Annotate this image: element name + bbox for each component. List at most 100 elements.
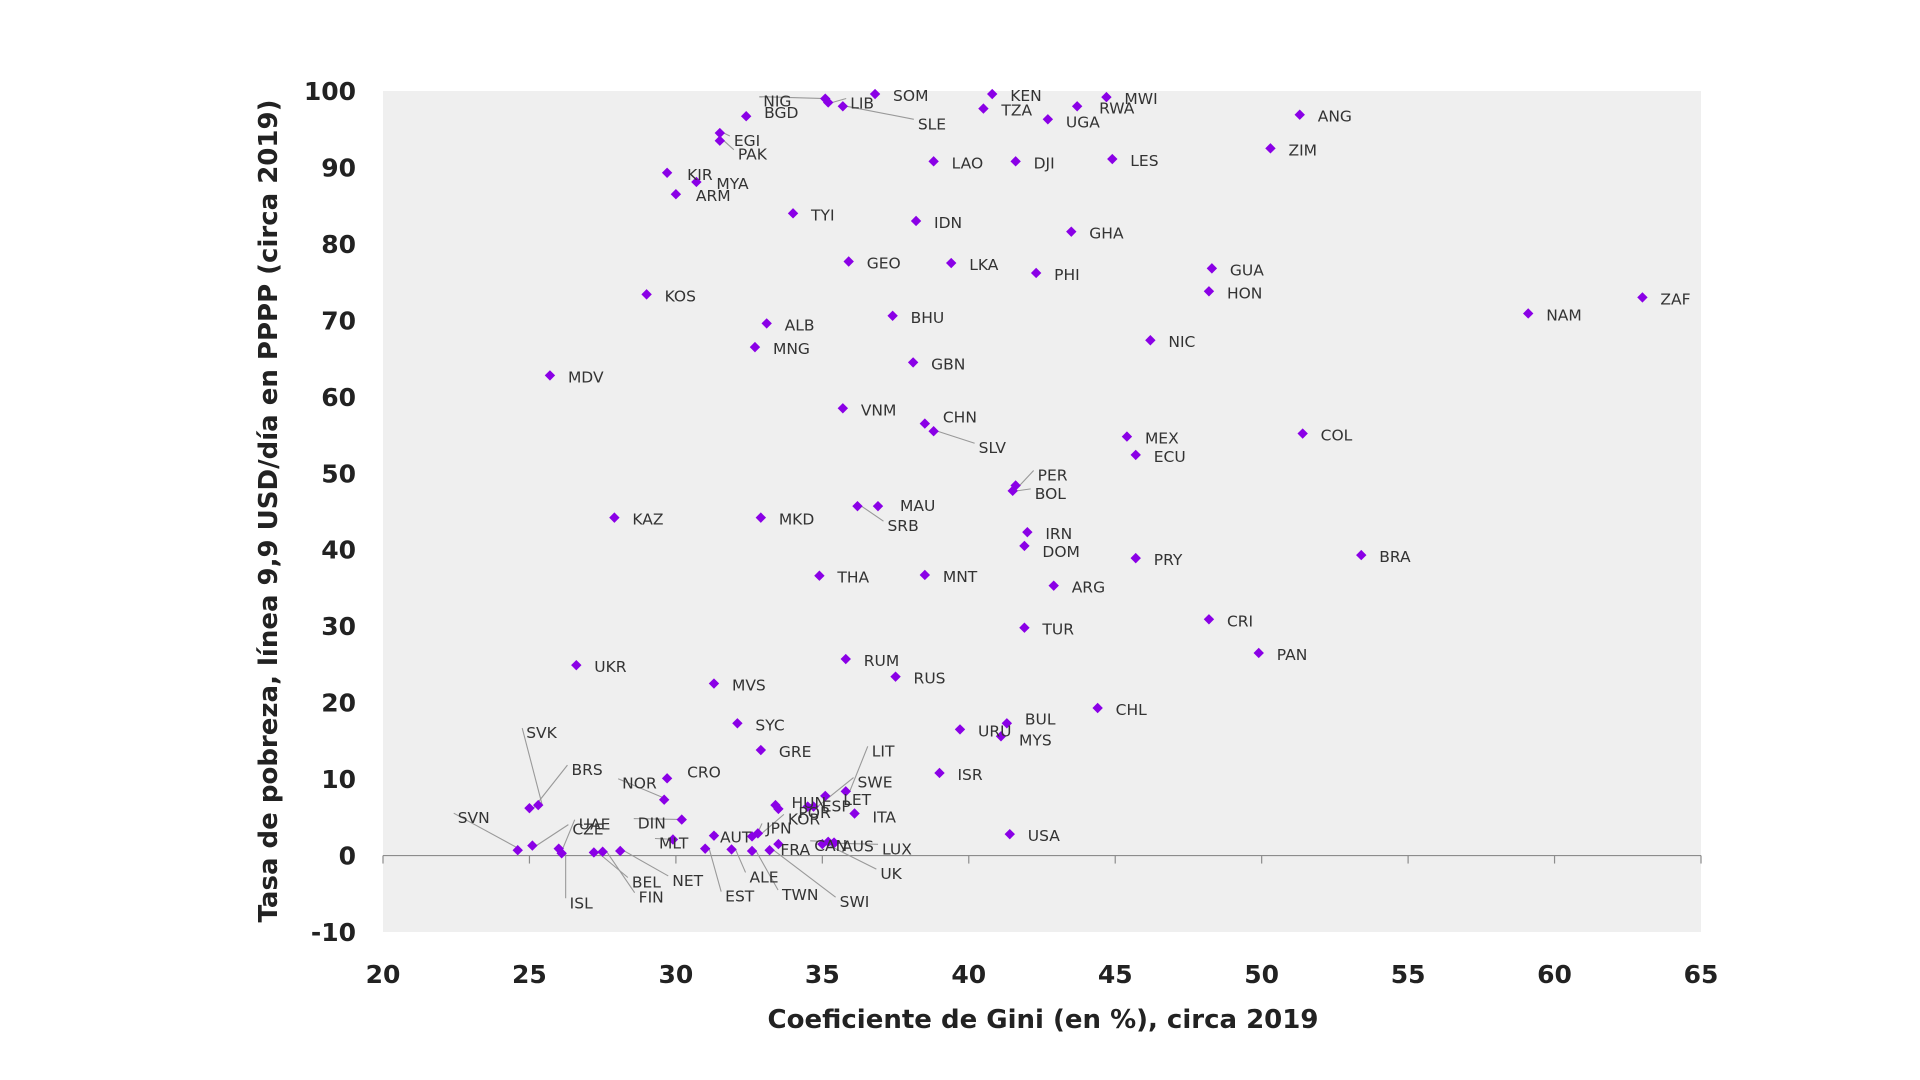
data-label-mvs: MVS (732, 677, 766, 695)
data-label-bol: BOL (1035, 485, 1067, 503)
data-label-ukr: UKR (594, 658, 627, 676)
y-tick-label: 90 (321, 153, 356, 182)
data-point-swi (764, 844, 775, 856)
data-point-ken (987, 88, 998, 100)
data-label-swi: SWI (840, 893, 870, 911)
data-label-irn: IRN (1045, 525, 1072, 543)
data-label-isl: ISL (570, 894, 593, 912)
leader-line-twn (755, 850, 779, 891)
data-label-bra: BRA (1379, 548, 1411, 566)
leader-line-srb (861, 505, 884, 522)
data-point-bra (1356, 549, 1367, 561)
data-point-chl (1092, 702, 1103, 714)
data-point-syc (732, 718, 743, 729)
data-point-dom (1019, 540, 1030, 552)
data-label-net: NET (672, 872, 703, 890)
y-tick-label: 80 (321, 230, 356, 259)
data-point-lit (840, 786, 851, 797)
y-axis: -10 0 10 20 30 40 50 60 70 80 90 100 (304, 77, 1701, 947)
leader-line-uk (826, 843, 877, 870)
data-point-mlt (667, 834, 679, 845)
data-label-lux: LUX (882, 840, 912, 858)
data-point-net (615, 845, 626, 857)
data-label-mau: MAU (900, 497, 935, 515)
leader-line-svk (521, 727, 543, 806)
data-point-tza (978, 103, 989, 114)
data-label-lib: LIB (850, 94, 874, 112)
data-label-gua: GUA (1230, 261, 1264, 279)
data-point-mng (749, 341, 761, 353)
data-label-jpn: JPN (765, 819, 792, 837)
data-point-isr (934, 767, 945, 779)
y-tick-label: 20 (321, 689, 356, 718)
data-label-idn: IDN (934, 214, 962, 232)
leader-line-egi (723, 132, 731, 137)
data-label-arg: ARG (1072, 579, 1105, 597)
data-point-mwi (1101, 91, 1112, 103)
data-label-dji: DJI (1034, 154, 1055, 172)
data-label-bgd: BGD (764, 104, 798, 122)
data-label-rum: RUM (864, 652, 900, 670)
data-point-irn (1022, 526, 1033, 538)
data-point-lib (822, 97, 834, 108)
data-point-mau (872, 500, 884, 512)
data-point-ale (726, 844, 737, 855)
data-point-gua (1206, 263, 1218, 274)
data-point-ecu (1130, 449, 1141, 461)
data-point-kir (661, 167, 673, 179)
data-label-mng: MNG (773, 340, 810, 358)
data-label-est: EST (725, 888, 755, 906)
data-label-svk: SVK (526, 724, 557, 742)
data-point-mys (995, 731, 1007, 742)
data-point-slv (928, 426, 939, 437)
data-label-bul: BUL (1025, 710, 1056, 728)
data-point-cro (661, 773, 673, 784)
data-label-aus: AUS (842, 838, 874, 856)
data-label-mnt: MNT (943, 568, 978, 586)
data-point-ang (1294, 109, 1305, 120)
data-label-col: COL (1321, 427, 1353, 445)
data-label-ecu: ECU (1154, 448, 1186, 466)
data-point-som (869, 88, 881, 100)
data-point-tyi (787, 208, 799, 219)
data-label-pry: PRY (1154, 551, 1183, 569)
data-label-swe: SWE (858, 774, 893, 792)
data-label-por: POR (798, 804, 831, 822)
data-point-pan (1253, 647, 1264, 659)
data-point-vnm (837, 403, 849, 414)
data-label-hun: HUN (791, 794, 826, 812)
data-point-rum (840, 653, 851, 665)
data-label-zim: ZIM (1288, 141, 1317, 159)
plot-area (383, 91, 1701, 932)
data-point-lux (828, 838, 840, 849)
data-point-kaz (609, 512, 620, 523)
data-label-som: SOM (893, 87, 928, 105)
data-point-mnt (919, 569, 931, 581)
data-point-lao (928, 156, 939, 167)
leader-line-fin (606, 851, 636, 894)
data-point-uga (1042, 114, 1054, 125)
data-point-uk (817, 838, 828, 850)
data-label-let: LET (843, 791, 871, 809)
data-label-lit: LIT (872, 742, 895, 760)
data-point-svn (512, 844, 523, 856)
data-label-kor: KOR (788, 810, 821, 828)
data-point-rwa (1071, 101, 1083, 112)
data-label-arm: ARM (696, 187, 731, 205)
data-point-fin (597, 846, 608, 857)
data-label-gre: GRE (779, 743, 812, 761)
y-tick-label: -10 (311, 918, 356, 947)
data-point-arg (1048, 580, 1059, 591)
data-point-zim (1265, 143, 1276, 154)
data-point-jpn (746, 831, 758, 842)
data-point-usa (1004, 828, 1015, 840)
leader-line-est (708, 848, 722, 892)
y-tick-label: 0 (339, 842, 356, 871)
data-label-svn: SVN (458, 809, 490, 827)
data-label-hon: HON (1227, 284, 1262, 302)
data-point-twn (746, 845, 758, 857)
leader-line-lux (838, 842, 879, 845)
y-tick-label: 60 (321, 383, 356, 412)
data-label-uae: UAE (579, 816, 611, 834)
leader-line-nor (617, 778, 669, 801)
